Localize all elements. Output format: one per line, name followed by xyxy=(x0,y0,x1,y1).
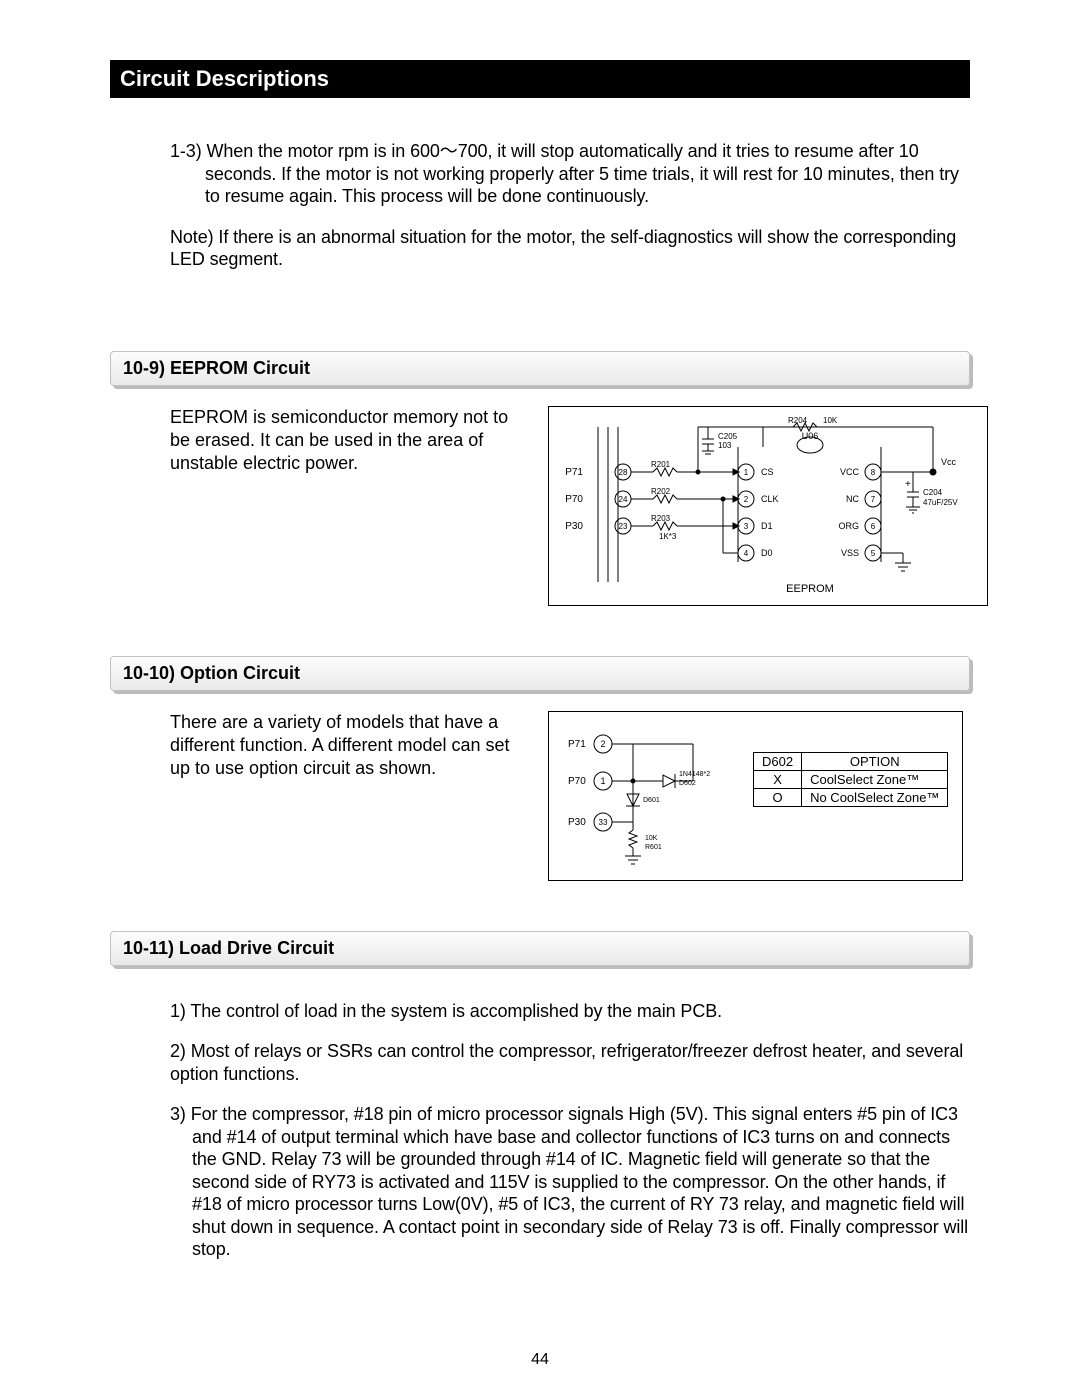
page-title-text: Circuit Descriptions xyxy=(120,66,329,91)
svg-text:R202: R202 xyxy=(651,487,671,496)
svg-text:23: 23 xyxy=(619,522,628,531)
svg-text:1K*3: 1K*3 xyxy=(659,532,677,541)
svg-text:10K: 10K xyxy=(645,835,658,842)
option-body-text: There are a variety of models that have … xyxy=(170,711,530,881)
load-drive-item-3: 3) For the compressor, #18 pin of micro … xyxy=(170,1103,970,1261)
svg-text:R201: R201 xyxy=(651,460,671,469)
svg-text:28: 28 xyxy=(619,468,628,477)
eeprom-body-text: EEPROM is semiconductor memory not to be… xyxy=(170,406,530,606)
svg-text:5: 5 xyxy=(871,549,876,558)
svg-text:D601: D601 xyxy=(643,797,660,804)
svg-text:4: 4 xyxy=(744,549,749,558)
page-title-bar: Circuit Descriptions xyxy=(110,60,970,98)
intro-paragraph-1: 1-3) When the motor rpm is in 600～700, i… xyxy=(170,140,970,208)
svg-text:P30: P30 xyxy=(568,817,586,828)
section-heading-load-drive: 10-11) Load Drive Circuit xyxy=(110,931,970,966)
section-heading-option-text: 10-10) Option Circuit xyxy=(123,663,300,683)
svg-text:1: 1 xyxy=(744,468,749,477)
svg-text:1N4148*2: 1N4148*2 xyxy=(679,771,710,778)
svg-text:103: 103 xyxy=(718,441,732,450)
svg-text:R204: R204 xyxy=(788,417,808,425)
option-table-r1c1: No CoolSelect Zone™ xyxy=(802,788,948,806)
page-number: 44 xyxy=(110,1351,970,1369)
svg-text:R203: R203 xyxy=(651,514,671,523)
eeprom-circuit-diagram: 28 P71 R201 1 CS 24 P70 R202 xyxy=(548,406,988,606)
load-drive-item-1: 1) The control of load in the system is … xyxy=(170,1000,970,1023)
option-circuit-diagram: P71 2 P70 1 1N4148*2 D602 xyxy=(548,711,963,881)
svg-text:2: 2 xyxy=(600,739,605,749)
svg-text:2: 2 xyxy=(744,495,749,504)
svg-text:VCC: VCC xyxy=(840,467,860,477)
svg-text:D0: D0 xyxy=(761,548,773,558)
svg-text:3: 3 xyxy=(744,522,749,531)
svg-text:P70: P70 xyxy=(568,776,586,787)
section-heading-eeprom: 10-9) EEPROM Circuit xyxy=(110,351,970,386)
svg-text:33: 33 xyxy=(599,818,608,827)
svg-text:10K: 10K xyxy=(823,417,838,425)
svg-text:8: 8 xyxy=(871,468,876,477)
svg-text:NC: NC xyxy=(846,494,859,504)
svg-text:Vcc: Vcc xyxy=(941,457,957,467)
svg-text:+: + xyxy=(905,479,911,490)
svg-text:P30: P30 xyxy=(565,521,583,532)
section-heading-eeprom-text: 10-9) EEPROM Circuit xyxy=(123,358,310,378)
option-table-head-option: OPTION xyxy=(802,752,948,770)
option-table-r0c1: CoolSelect Zone™ xyxy=(802,770,948,788)
load-drive-item-2: 2) Most of relays or SSRs can control th… xyxy=(170,1040,970,1085)
svg-text:CS: CS xyxy=(761,467,774,477)
option-table-r0c0: X xyxy=(754,770,802,788)
section-heading-load-drive-text: 10-11) Load Drive Circuit xyxy=(123,938,334,958)
svg-text:P70: P70 xyxy=(565,494,583,505)
svg-text:P71: P71 xyxy=(565,467,583,478)
svg-text:47uF/25V: 47uF/25V xyxy=(923,498,958,507)
svg-text:1: 1 xyxy=(600,776,605,786)
svg-text:CLK: CLK xyxy=(761,494,779,504)
svg-text:D1: D1 xyxy=(761,521,773,531)
svg-text:VSS: VSS xyxy=(841,548,859,558)
section-heading-option: 10-10) Option Circuit xyxy=(110,656,970,691)
svg-text:C205: C205 xyxy=(718,432,738,441)
svg-text:P71: P71 xyxy=(568,739,586,750)
svg-text:6: 6 xyxy=(871,522,876,531)
option-table: D602 OPTION X CoolSelect Zone™ O No Cool… xyxy=(753,752,948,807)
svg-text:7: 7 xyxy=(871,495,876,504)
svg-text:24: 24 xyxy=(619,495,628,504)
option-table-r1c0: O xyxy=(754,788,802,806)
svg-text:C204: C204 xyxy=(923,488,943,497)
svg-text:R601: R601 xyxy=(645,844,662,851)
intro-paragraph-note: Note) If there is an abnormal situation … xyxy=(170,226,970,271)
svg-text:U06: U06 xyxy=(802,431,819,441)
option-table-head-d602: D602 xyxy=(754,752,802,770)
svg-text:ORG: ORG xyxy=(838,521,859,531)
svg-text:EEPROM: EEPROM xyxy=(786,583,834,595)
